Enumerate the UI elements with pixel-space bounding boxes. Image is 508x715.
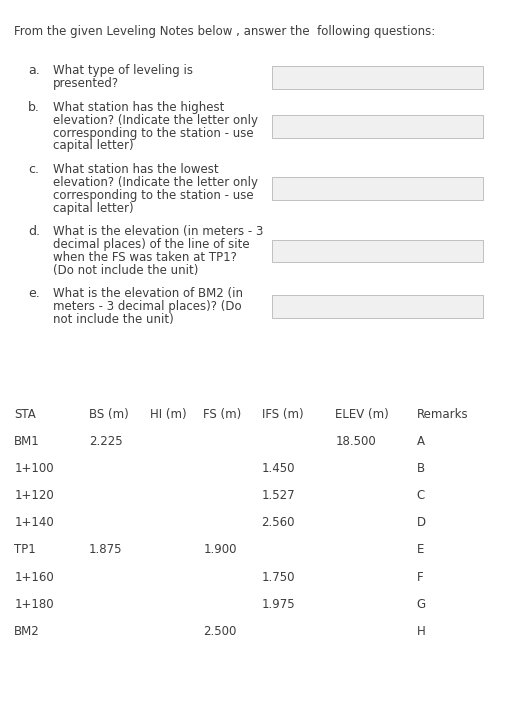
Text: elevation? (Indicate the letter only: elevation? (Indicate the letter only [53,176,259,189]
Text: What station has the highest: What station has the highest [53,101,225,114]
Text: 1+180: 1+180 [14,598,54,611]
Text: 1+160: 1+160 [14,571,54,583]
Text: presented?: presented? [53,77,119,90]
Text: capital letter): capital letter) [53,139,134,152]
Text: TP1: TP1 [14,543,36,556]
FancyBboxPatch shape [272,295,483,318]
Text: decimal places) of the line of site: decimal places) of the line of site [53,238,250,251]
Text: F: F [417,571,423,583]
FancyBboxPatch shape [272,115,483,138]
Text: 18.500: 18.500 [335,435,376,448]
Text: b.: b. [28,101,40,114]
Text: meters - 3 decimal places)? (Do: meters - 3 decimal places)? (Do [53,300,242,313]
Text: e.: e. [28,287,40,300]
Text: c.: c. [28,163,39,176]
Text: 2.560: 2.560 [262,516,295,529]
Text: capital letter): capital letter) [53,202,134,214]
Text: ELEV (m): ELEV (m) [335,408,389,420]
Text: 1+120: 1+120 [14,489,54,502]
Text: (Do not include the unit): (Do not include the unit) [53,264,199,277]
Text: 1.750: 1.750 [262,571,295,583]
Text: C: C [417,489,425,502]
Text: when the FS was taken at TP1?: when the FS was taken at TP1? [53,251,237,264]
Text: 1.900: 1.900 [203,543,237,556]
Text: 1.527: 1.527 [262,489,295,502]
Text: BS (m): BS (m) [89,408,129,420]
Text: FS (m): FS (m) [203,408,241,420]
Text: STA: STA [14,408,36,420]
FancyBboxPatch shape [272,240,483,262]
Text: corresponding to the station - use: corresponding to the station - use [53,189,254,202]
Text: Remarks: Remarks [417,408,468,420]
FancyBboxPatch shape [272,177,483,200]
Text: 2.500: 2.500 [203,625,237,638]
Text: What type of leveling is: What type of leveling is [53,64,194,77]
FancyBboxPatch shape [272,66,483,89]
Text: d.: d. [28,225,40,238]
Text: What station has the lowest: What station has the lowest [53,163,219,176]
Text: 1.975: 1.975 [262,598,295,611]
Text: What is the elevation of BM2 (in: What is the elevation of BM2 (in [53,287,243,300]
Text: What is the elevation (in meters - 3: What is the elevation (in meters - 3 [53,225,264,238]
Text: 1.450: 1.450 [262,462,295,475]
Text: IFS (m): IFS (m) [262,408,303,420]
Text: D: D [417,516,426,529]
Text: B: B [417,462,425,475]
Text: 1.875: 1.875 [89,543,122,556]
Text: A: A [417,435,425,448]
Text: From the given Leveling Notes below , answer the  following questions:: From the given Leveling Notes below , an… [14,25,435,38]
Text: H: H [417,625,425,638]
Text: a.: a. [28,64,40,77]
Text: G: G [417,598,426,611]
Text: 1+100: 1+100 [14,462,54,475]
Text: corresponding to the station - use: corresponding to the station - use [53,127,254,139]
Text: E: E [417,543,424,556]
Text: elevation? (Indicate the letter only: elevation? (Indicate the letter only [53,114,259,127]
Text: 2.225: 2.225 [89,435,122,448]
Text: BM1: BM1 [14,435,40,448]
Text: 1+140: 1+140 [14,516,54,529]
Text: not include the unit): not include the unit) [53,313,174,326]
Text: HI (m): HI (m) [150,408,186,420]
Text: BM2: BM2 [14,625,40,638]
